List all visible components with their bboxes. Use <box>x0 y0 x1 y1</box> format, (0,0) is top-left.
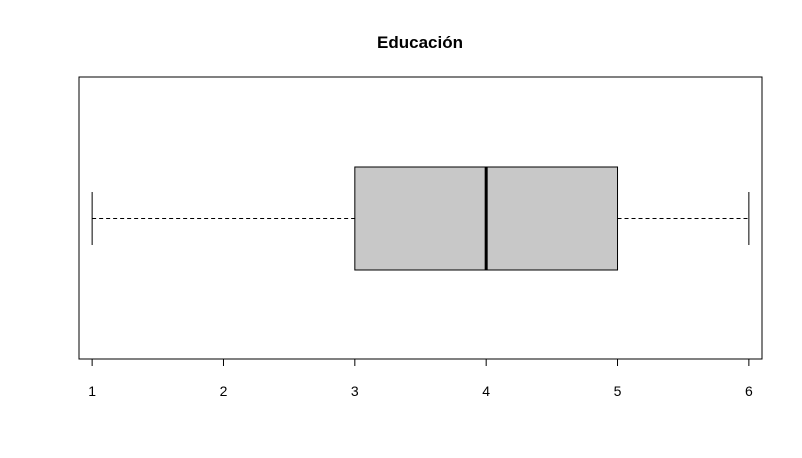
x-tick-label: 4 <box>482 383 490 399</box>
boxplot <box>91 166 750 271</box>
x-tick-label: 5 <box>614 383 622 399</box>
x-tick-label: 2 <box>220 383 228 399</box>
x-tick-label: 6 <box>745 383 753 399</box>
x-tick-label: 3 <box>351 383 359 399</box>
chart-title: Educación <box>377 33 463 52</box>
x-tick-label: 1 <box>88 383 96 399</box>
x-axis: 1 2 3 4 5 6 <box>88 358 753 399</box>
